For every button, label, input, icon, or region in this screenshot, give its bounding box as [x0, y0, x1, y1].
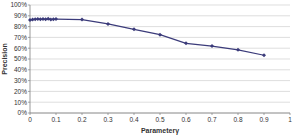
marker — [54, 17, 58, 21]
y-tick-label: 70% — [14, 34, 27, 41]
x-tick-label: 0.1 — [51, 116, 60, 123]
y-tick-label: 0% — [18, 109, 28, 116]
x-axis-label: Parameterγ — [141, 127, 179, 135]
x-tick-label: 0.4 — [129, 116, 138, 123]
x-tick — [30, 113, 31, 115]
x-tick-label: 0 — [28, 116, 32, 123]
x-tick — [56, 113, 57, 115]
y-tick-label: 90% — [14, 12, 27, 19]
y-tick-label: 20% — [14, 88, 27, 95]
grid-line — [30, 80, 290, 81]
grid-line — [30, 48, 290, 49]
x-tick — [160, 113, 161, 115]
marker — [184, 41, 188, 45]
marker — [236, 48, 240, 52]
y-tick-label: 100% — [10, 1, 27, 8]
x-tick — [238, 113, 239, 115]
x-tick — [212, 113, 213, 115]
x-tick-label: 1 — [288, 116, 292, 123]
y-tick-label: 30% — [14, 77, 27, 84]
grid-line — [30, 59, 290, 60]
x-tick — [264, 113, 265, 115]
x-tick-label: 0.9 — [259, 116, 268, 123]
x-tick-label: 0.8 — [233, 116, 242, 123]
y-tick-label: 60% — [14, 45, 27, 52]
x-tick-label: 0.2 — [77, 116, 86, 123]
grid-line — [30, 26, 290, 27]
marker — [80, 18, 84, 22]
y-tick-label: 40% — [14, 66, 27, 73]
grid-line — [30, 102, 290, 103]
y-tick-label: 80% — [14, 23, 27, 30]
marker — [158, 33, 162, 37]
y-axis-label: Precision — [1, 43, 8, 75]
x-tick — [108, 113, 109, 115]
grid-line — [30, 69, 290, 70]
marker — [210, 44, 214, 48]
grid-line — [30, 15, 290, 16]
marker — [262, 53, 266, 57]
x-tick — [134, 113, 135, 115]
marker — [106, 22, 110, 26]
plot-area — [28, 17, 266, 57]
x-tick-label: 0.3 — [103, 116, 112, 123]
x-tick-label: 0.5 — [155, 116, 164, 123]
y-tick-label: 10% — [14, 99, 27, 106]
marker — [132, 27, 136, 31]
x-tick — [290, 113, 291, 115]
chart: 0% 10% 20% 30% 40% 50% 60% 70% 80% 90% 100% 0 0.1 0.2… — [0, 0, 300, 136]
x-tick-label: 0.7 — [207, 116, 216, 123]
line — [30, 19, 264, 55]
x-tick-label: 0.6 — [181, 116, 190, 123]
grid-line — [30, 91, 290, 92]
grid-line — [30, 5, 290, 6]
x-tick — [82, 113, 83, 115]
x-tick — [186, 113, 187, 115]
grid-line — [30, 37, 290, 38]
y-tick-label: 50% — [14, 55, 27, 62]
